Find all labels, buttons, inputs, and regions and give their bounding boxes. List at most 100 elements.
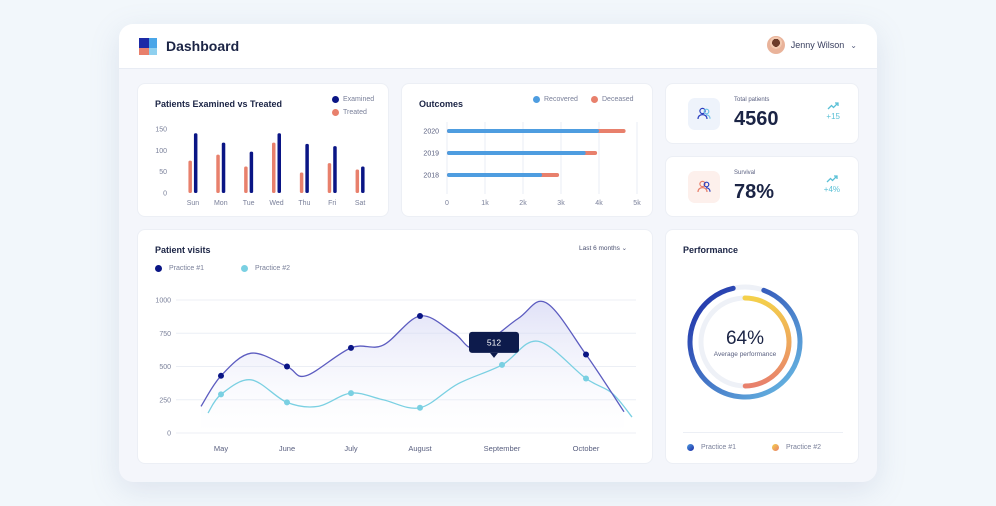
trending-up-icon — [826, 175, 838, 183]
practice-2-line — [207, 340, 633, 418]
bar-recovered — [447, 129, 599, 133]
y-tick-label: 2018 — [423, 173, 439, 180]
x-tick-label: May — [214, 444, 228, 453]
practice-1-area — [201, 301, 624, 433]
x-tick-label: September — [484, 444, 521, 453]
point-practice-2 — [583, 375, 589, 382]
y-tick-label: 500 — [159, 364, 171, 371]
patient-visits-chart: 0 250 500 750 1000 May June July August September… — [155, 298, 636, 453]
patient-visits-card: Patient visits Last 6 months ⌄ Practice … — [137, 229, 653, 464]
bar-recovered — [447, 151, 586, 155]
performance-chart: 64% Average performance — [687, 284, 803, 400]
y-tick-label: 0 — [167, 431, 171, 438]
practice-1-line — [200, 300, 625, 413]
bar-treated — [188, 160, 192, 193]
outcomes-chart: 0 1k 2k 3k 4k 5k 2020 2019 2018 — [423, 122, 641, 207]
total-patients-trend: +15 — [826, 102, 840, 121]
x-tick-label: August — [408, 444, 432, 453]
x-tick-label: Wed — [269, 200, 283, 207]
survival-label: Survival — [734, 170, 756, 176]
y-tick-label: 100 — [155, 148, 167, 155]
point-practice-1 — [417, 312, 423, 319]
x-tick-label: Sat — [355, 200, 366, 207]
x-tick-label: Sun — [187, 200, 200, 207]
users-icon — [688, 98, 720, 130]
bar-treated — [299, 172, 304, 193]
tooltip-value: 512 — [487, 337, 501, 347]
top-bar: Dashboard Jenny Wilson ⌄ — [119, 24, 877, 69]
y-tick-label: 50 — [159, 169, 167, 176]
performance-value: 64% — [726, 328, 764, 349]
x-tick-label: Mon — [214, 200, 228, 207]
legend-performance-practice-2: Practice #2 — [772, 444, 821, 451]
legend-performance-practice-1: Practice #1 — [687, 444, 736, 451]
performance-caption: Average performance — [714, 351, 777, 358]
performance-title: Performance — [683, 245, 739, 255]
point-practice-1 — [218, 372, 224, 379]
point-practice-2 — [218, 391, 224, 398]
x-tick-label: June — [279, 444, 295, 453]
bar-treated — [355, 169, 360, 193]
patient-visits-title: Patient visits — [155, 245, 211, 255]
tooltip-box — [469, 331, 519, 353]
tooltip-pointer — [490, 352, 498, 358]
trending-up-icon — [827, 102, 839, 110]
point-practice-2 — [284, 399, 290, 406]
user-name: Jenny Wilson — [790, 40, 845, 50]
bar-examined — [333, 146, 337, 193]
bar-treated — [244, 166, 248, 193]
y-tick-label: 2019 — [423, 151, 439, 158]
x-tick-label: 3k — [557, 200, 565, 207]
x-tick-label: 1k — [481, 200, 489, 207]
legend-recovered: Recovered — [533, 96, 578, 103]
point-practice-1 — [348, 344, 354, 351]
x-tick-label: Tue — [243, 200, 255, 207]
y-tick-label: 2020 — [423, 129, 439, 136]
bar-examined — [221, 142, 226, 193]
bar-examined — [277, 133, 281, 193]
survival-card: Survival 78% +4% — [665, 156, 859, 217]
x-tick-label: 0 — [445, 200, 449, 207]
total-patients-value: 4560 — [734, 108, 779, 130]
survival-trend: +4% — [824, 175, 840, 194]
legend-examined: Examined — [332, 96, 374, 103]
y-tick-label: 1000 — [155, 298, 171, 305]
y-tick-label: 750 — [159, 331, 171, 338]
ring-practice-1 — [687, 285, 803, 400]
x-tick-label: July — [344, 444, 358, 453]
y-tick-label: 150 — [155, 127, 167, 134]
bar-treated — [272, 142, 276, 193]
examined-treated-title: Patients Examined vs Treated — [155, 99, 283, 109]
x-tick-label: Thu — [298, 200, 310, 207]
bar-treated — [216, 154, 220, 193]
legend-treated: Treated — [332, 109, 367, 116]
point-practice-2 — [499, 361, 505, 368]
legend-practice-1: Practice #1 — [155, 265, 204, 272]
avatar — [766, 36, 785, 54]
bar-examined — [361, 166, 365, 193]
dashboard-logo-icon — [139, 38, 157, 55]
point-practice-2 — [348, 390, 354, 397]
period-dropdown[interactable]: Last 6 months ⌄ — [579, 245, 628, 252]
survival-value: 78% — [734, 181, 775, 203]
x-tick-label: 5k — [633, 200, 641, 207]
performance-divider — [683, 432, 843, 433]
bar-examined — [305, 143, 309, 193]
legend-practice-2: Practice #2 — [241, 265, 290, 272]
point-practice-1 — [583, 351, 589, 358]
bar-examined — [193, 133, 198, 193]
user-menu[interactable]: Jenny Wilson ⌄ — [766, 36, 857, 54]
x-tick-label: October — [573, 444, 600, 453]
point-practice-1 — [284, 363, 290, 370]
outcomes-title: Outcomes — [419, 99, 464, 109]
x-tick-label: 2k — [519, 200, 527, 207]
bar-treated — [327, 163, 332, 193]
dashboard-window: Dashboard Jenny Wilson ⌄ Patients Examin… — [119, 24, 877, 482]
ring-practice-2 — [742, 295, 792, 389]
page-title: Dashboard — [166, 38, 240, 54]
bar-recovered — [447, 173, 542, 177]
total-patients-card: Total patients 4560 +15 — [665, 83, 859, 144]
x-tick-label: Fri — [328, 200, 337, 207]
chevron-down-icon: ⌄ — [850, 40, 857, 50]
outcomes-card: Outcomes Recovered Deceased 0 1k 2k 3k 4k 5k 2… — [401, 83, 653, 217]
